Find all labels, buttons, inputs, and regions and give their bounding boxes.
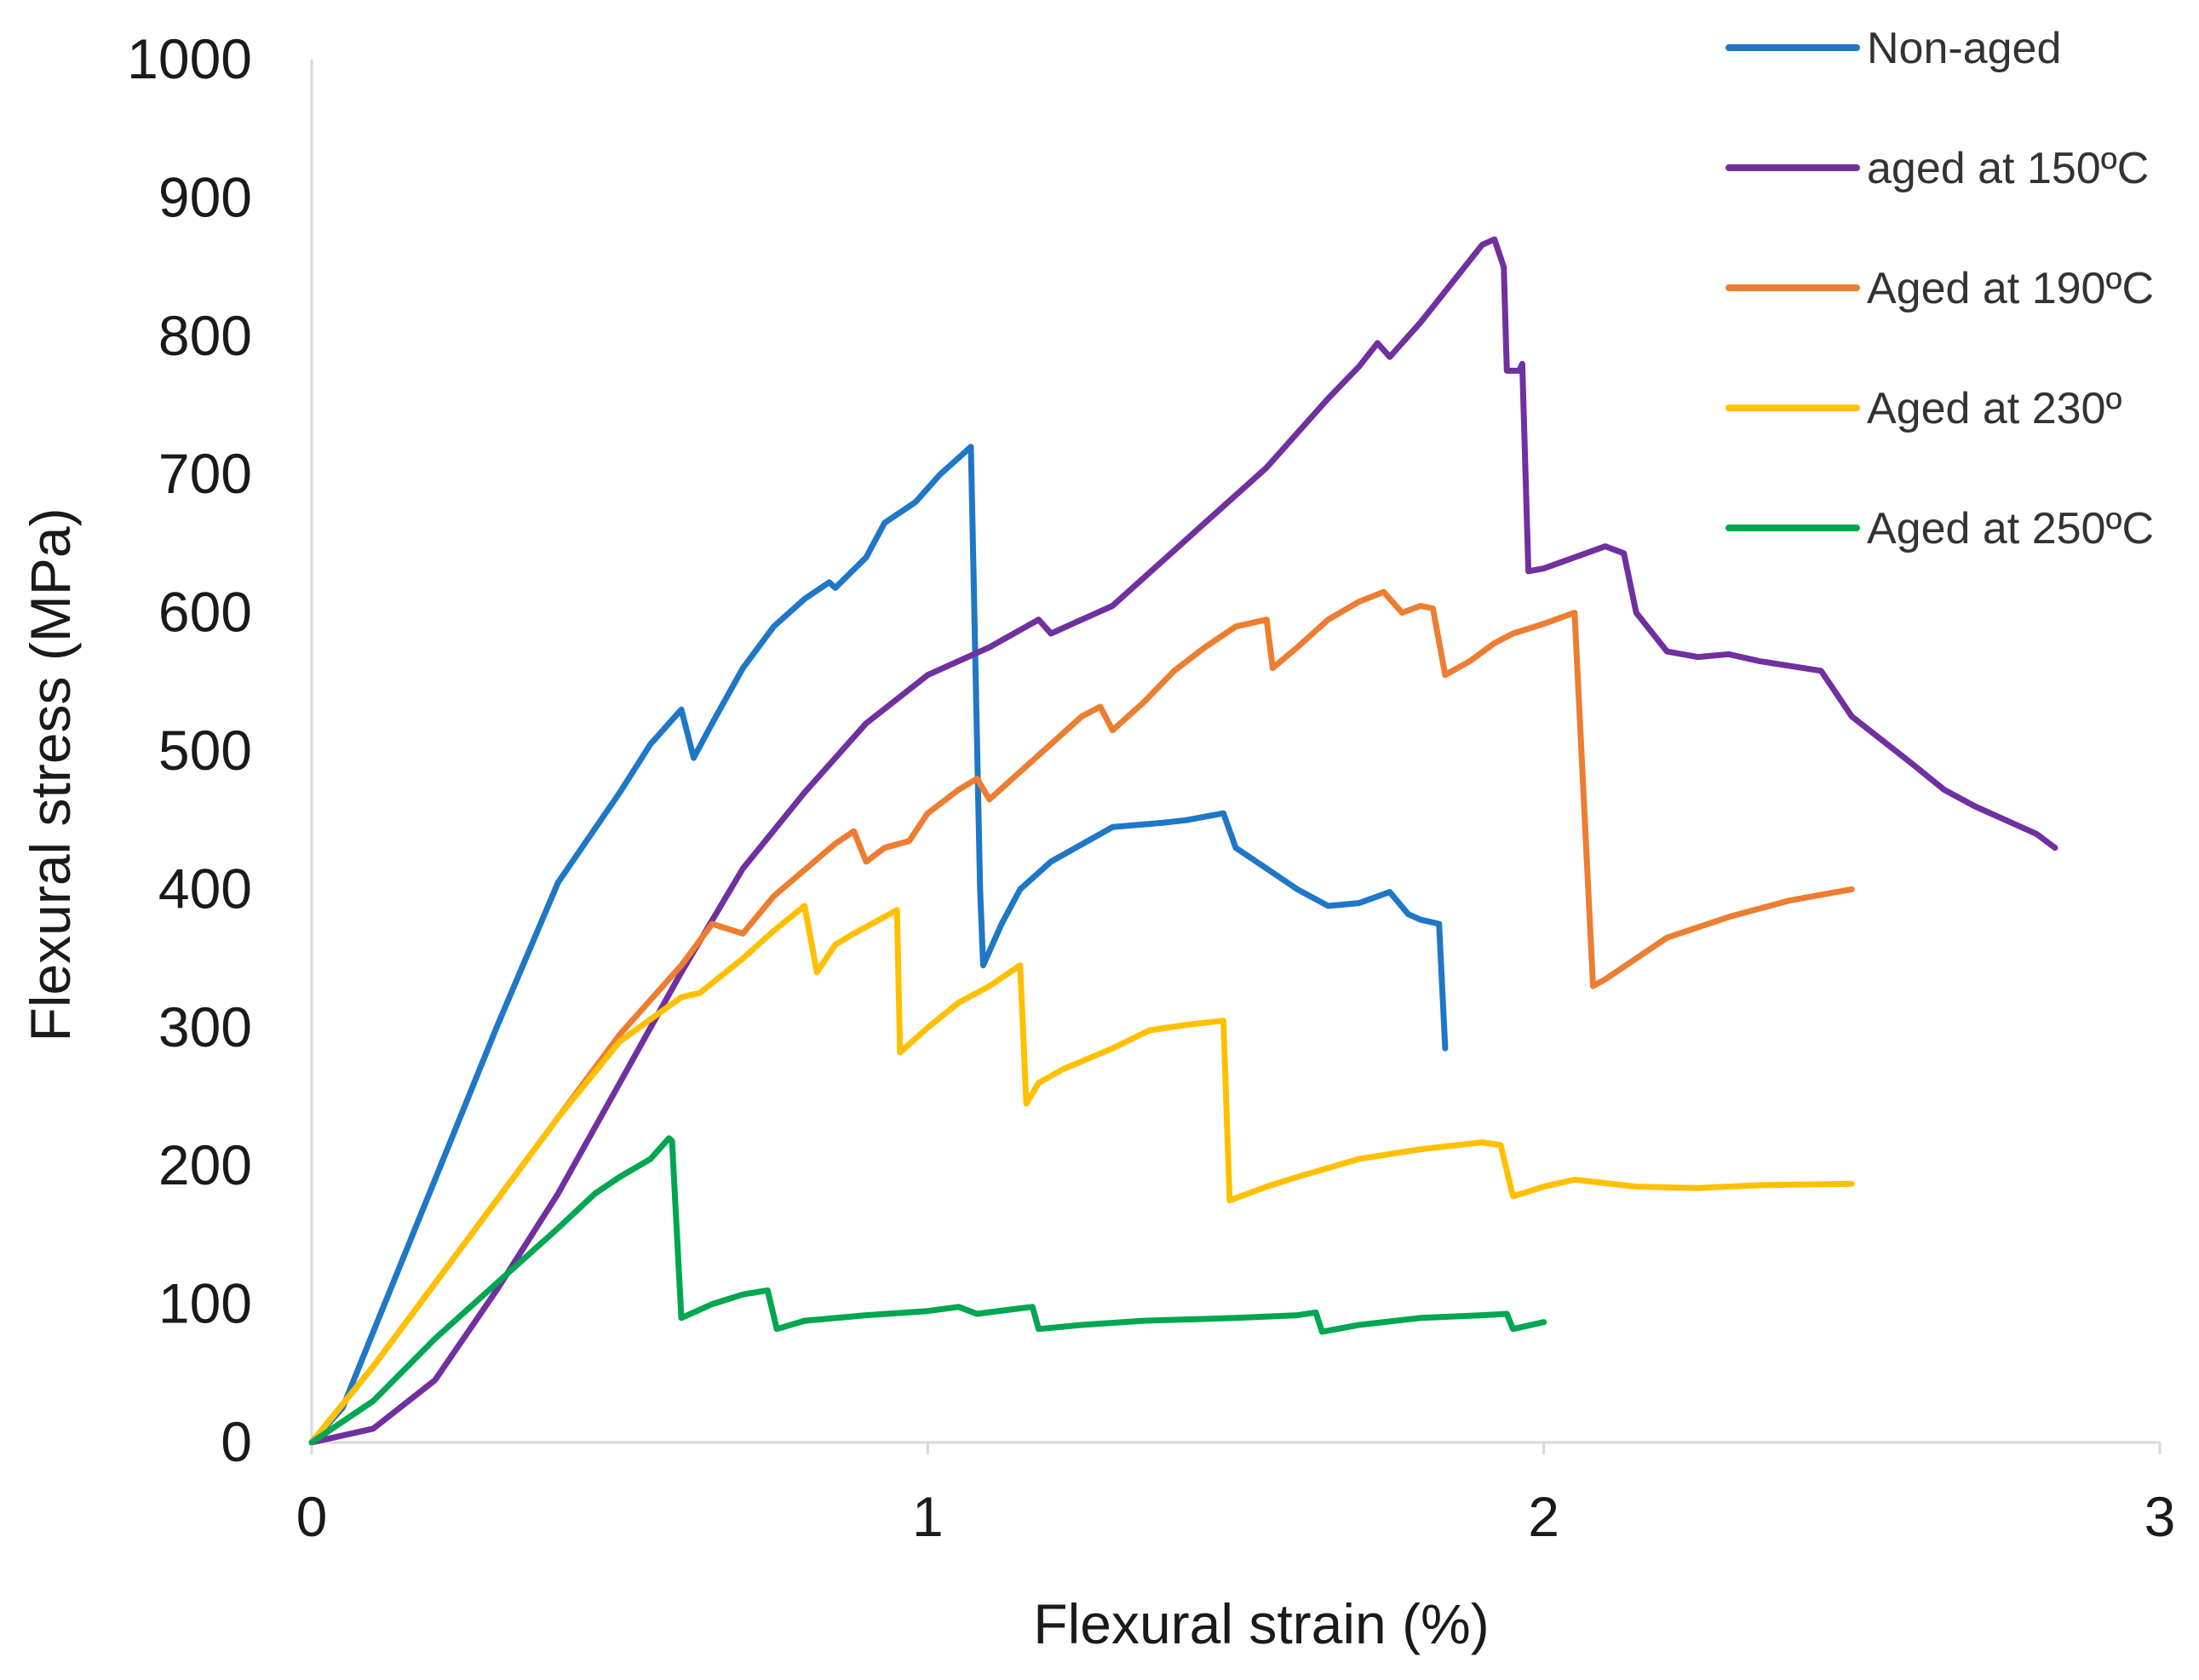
- series-line-aged-at-150-c: [308, 236, 2058, 1446]
- x-tick-label: 2: [1528, 1485, 1559, 1548]
- series-line-aged-at-230: [308, 903, 1855, 1446]
- y-tick-label: 800: [158, 304, 252, 367]
- legend: Non-aged aged at 150ºC Aged at 190ºC Aged a…: [1725, 24, 2154, 553]
- series-line-aged-at-250-c: [308, 1135, 1547, 1446]
- legend-label-aged-at-250-c: Aged at 250ºC: [1867, 504, 2154, 553]
- x-tick-label: 0: [296, 1485, 328, 1548]
- series-line-non-aged: [308, 444, 1449, 1446]
- x-tick-label: 1: [912, 1485, 944, 1548]
- y-tick-label: 300: [158, 995, 252, 1058]
- x-axis-title: Flexural strain (%): [1033, 1592, 1489, 1655]
- legend-label-non-aged: Non-aged: [1867, 24, 2061, 73]
- y-tick-label: 400: [158, 857, 252, 920]
- x-tick-label: 3: [2144, 1485, 2176, 1548]
- legend-label-aged-at-230: Aged at 230º: [1867, 384, 2121, 433]
- legend-label-aged-at-190-c: Aged at 190ºC: [1867, 264, 2154, 313]
- y-tick-label: 900: [158, 165, 252, 228]
- ticks-layer: 0 100 200 300 400 500 600 700 800 900 1000 0 1 2 3: [127, 27, 2175, 1548]
- y-tick-label: 100: [158, 1272, 252, 1335]
- series-layer: [308, 236, 2058, 1446]
- y-tick-label: 600: [158, 581, 252, 644]
- y-tick-label: 500: [158, 719, 252, 782]
- y-tick-label: 1000: [127, 27, 252, 90]
- y-tick-label: 700: [158, 442, 252, 505]
- y-axis-title: Flexural stress (MPa): [19, 507, 82, 1041]
- y-tick-label: 0: [221, 1410, 252, 1473]
- axes-layer: [310, 60, 2160, 1444]
- legend-label-aged-at-150-c: aged at 150ºC: [1867, 144, 2149, 193]
- series-line-aged-at-190-c: [308, 588, 1855, 1446]
- y-tick-label: 200: [158, 1133, 252, 1196]
